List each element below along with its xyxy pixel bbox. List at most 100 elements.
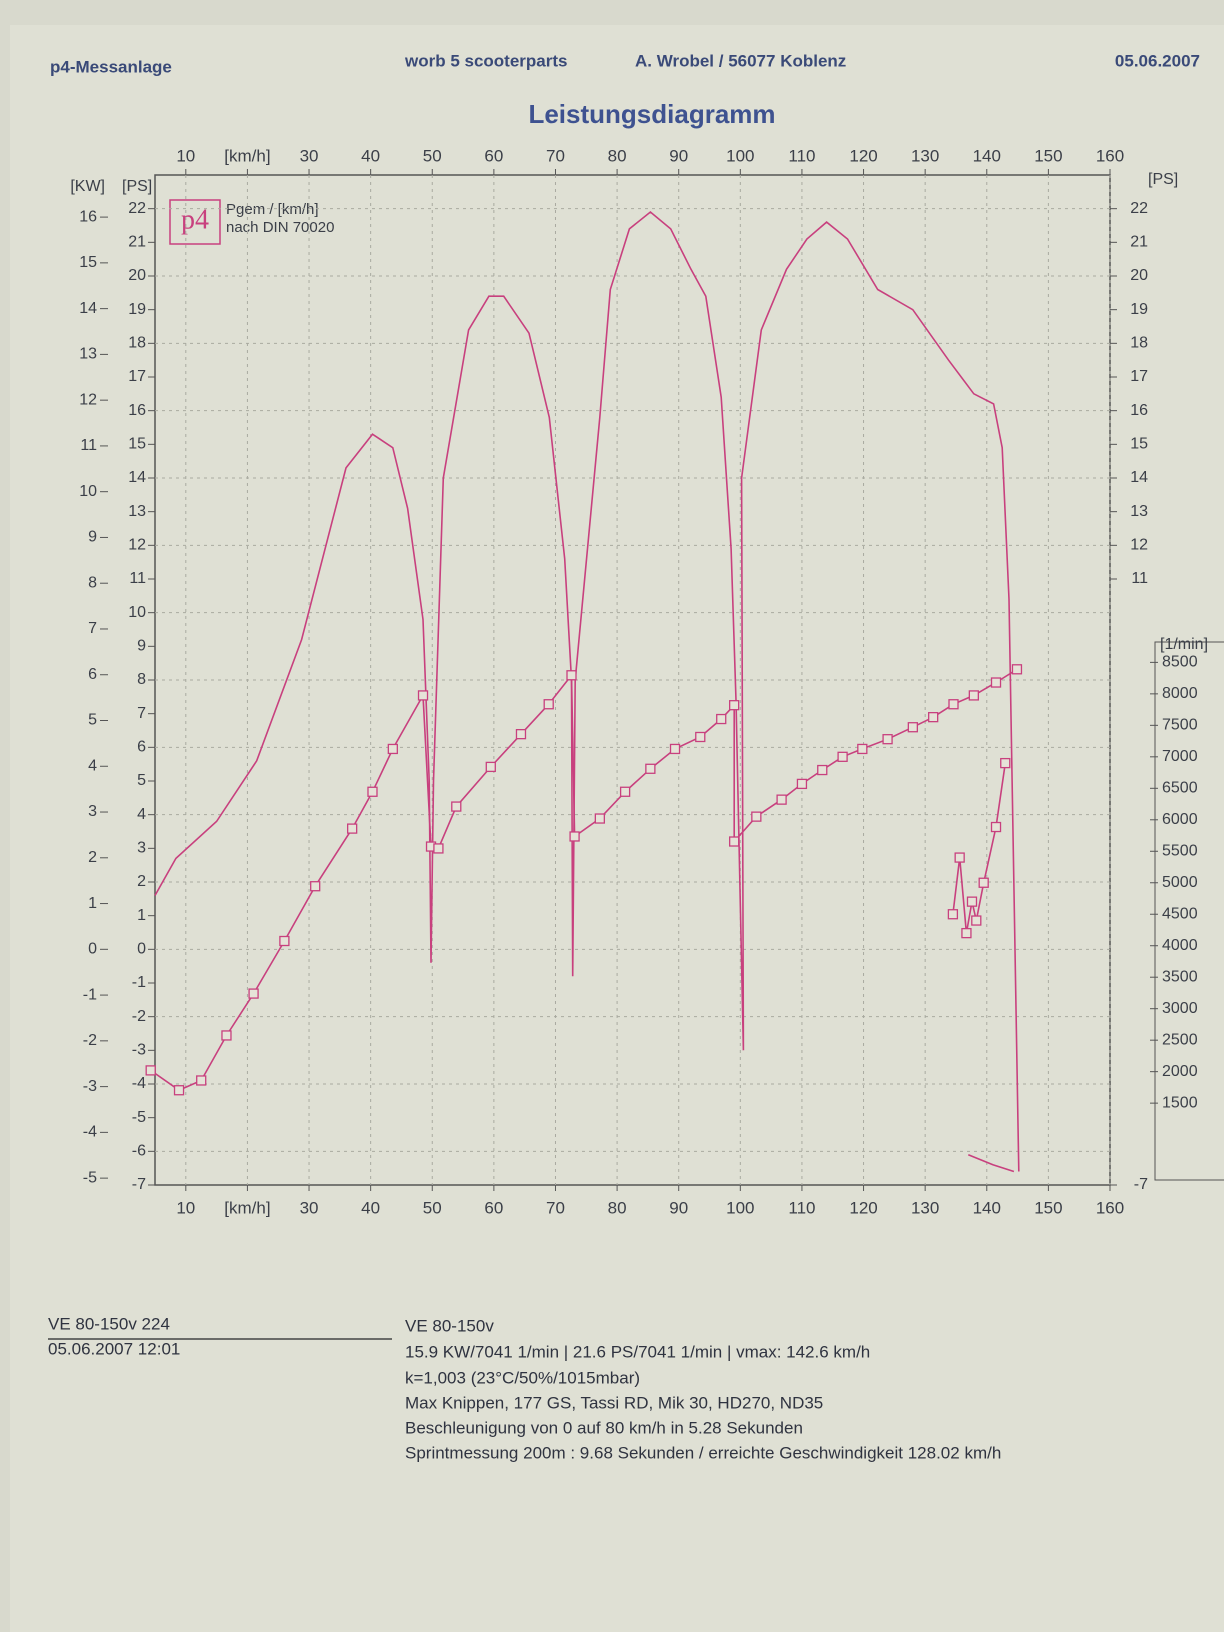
header-left: p4-Messanlage	[50, 57, 172, 76]
rpm-marker	[347, 823, 358, 834]
rpm-marker	[619, 786, 631, 797]
y4-tick-label: 2000	[1162, 1063, 1198, 1080]
y-axis-label: [PS]	[122, 178, 152, 195]
y4-tick-label: 3000	[1162, 1000, 1198, 1017]
y3-tick-label: 16	[1130, 402, 1148, 419]
x-tick-label: 160	[1096, 1198, 1124, 1217]
rpm-marker	[594, 813, 605, 824]
y2-tick-label: 2	[88, 849, 97, 866]
x-tick-label-top: 120	[849, 146, 877, 165]
rpm-marker	[990, 821, 1002, 833]
rpm-marker	[776, 794, 787, 805]
rpm-marker	[716, 713, 727, 725]
x-tick-label: 140	[973, 1198, 1001, 1217]
rpm-marker	[145, 1065, 156, 1076]
y-tick-label: 22	[128, 200, 146, 217]
y-tick-label: 4	[137, 806, 146, 823]
y2-tick-label: 15	[79, 254, 97, 271]
y4-axis-label: [1/min]	[1160, 636, 1208, 653]
y2-tick-label: 11	[80, 437, 97, 454]
footer-left: 05.06.2007 12:01	[48, 1339, 180, 1358]
x-tick-label-top: 130	[911, 146, 939, 165]
y3-tick-label: 15	[1130, 436, 1148, 453]
rpm-marker	[367, 786, 378, 797]
rpm-marker	[310, 881, 321, 892]
y4-tick-label: 6500	[1162, 780, 1198, 797]
header-center: worb 5 scooterparts	[404, 51, 568, 70]
legend-entry: Pgem / [km/h]	[226, 201, 319, 218]
y-tick-label: 13	[128, 503, 146, 520]
y4-tick-label: 8500	[1162, 654, 1198, 671]
y-tick-label: 10	[128, 604, 146, 621]
rpm-marker	[971, 915, 982, 926]
y-tick-label: -6	[132, 1143, 146, 1160]
y2-tick-label: 7	[88, 620, 97, 637]
y2-tick-label: 1	[88, 895, 97, 912]
y-tick-label: 6	[137, 739, 146, 756]
y4-tick-label: 4500	[1162, 905, 1198, 922]
rpm-marker	[990, 677, 1002, 688]
y-tick-label: -1	[132, 974, 146, 991]
y2-tick-label: 12	[79, 391, 97, 408]
x-tick-label-top: 30	[300, 146, 319, 165]
y3-tick-label: 19	[1130, 301, 1148, 318]
y-tick-label: -7	[132, 1176, 146, 1193]
y-tick-label: 3	[137, 840, 146, 857]
x-tick-label-top: 40	[361, 146, 380, 165]
x-tick-label-top: 100	[726, 146, 754, 165]
rpm-marker	[433, 843, 444, 854]
rpm-marker	[669, 743, 681, 755]
y3-tick-label: 20	[1130, 267, 1148, 284]
y-tick-label: 12	[128, 537, 146, 554]
y2-tick-label: 14	[79, 300, 97, 317]
y2-tick-label: -5	[83, 1169, 97, 1186]
x-tick-label: 120	[849, 1198, 877, 1217]
footer-right: Max Knippen, 177 GS, Tassi RD, Mik 30, H…	[405, 1393, 823, 1412]
y2-tick-label: 5	[88, 712, 97, 729]
y-tick-label: 8	[137, 671, 146, 688]
x-tick-label: 130	[911, 1198, 939, 1217]
y-tick-label: 11	[129, 570, 146, 587]
x-tick-label-top: 110	[788, 146, 815, 165]
footer-left: VE 80-150v 224	[48, 1314, 170, 1333]
x-tick-label: [km/h]	[224, 1198, 270, 1217]
y-tick-label: 7	[137, 705, 146, 722]
y-tick-label: 0	[137, 941, 146, 958]
rpm-marker	[196, 1075, 207, 1086]
y2-tick-label: -2	[83, 1032, 97, 1049]
y3-tick-label: -7	[1134, 1176, 1148, 1193]
y2-tick-label: 8	[88, 574, 97, 591]
footer-right: 15.9 KW/7041 1/min | 21.6 PS/7041 1/min …	[405, 1342, 870, 1361]
y4-tick-label: 7500	[1162, 717, 1198, 734]
rpm-marker	[968, 690, 979, 701]
x-tick-label: 150	[1034, 1198, 1062, 1217]
x-tick-label-top: 90	[669, 146, 688, 165]
x-tick-label-top: [km/h]	[224, 146, 270, 165]
rpm-marker	[173, 1085, 185, 1096]
series-line	[154, 210, 1020, 1172]
rpm-marker	[978, 877, 989, 888]
rpm-axis-frame	[1154, 641, 1224, 1181]
y-tick-label: -3	[132, 1042, 146, 1059]
y-tick-label: -5	[132, 1109, 146, 1126]
y-tick-label: 21	[128, 234, 146, 251]
rpm-marker	[954, 852, 965, 863]
y4-tick-label: 8000	[1162, 685, 1198, 702]
rpm-marker	[729, 700, 740, 711]
y3-tick-label: 14	[1130, 469, 1148, 486]
rpm-marker	[961, 927, 972, 939]
series-line	[150, 668, 1018, 1092]
rpm-marker	[907, 722, 918, 733]
rpm-marker	[751, 811, 762, 822]
y2-tick-label: 9	[88, 529, 97, 546]
y4-tick-label: 7000	[1162, 748, 1198, 765]
y-tick-label: 16	[128, 402, 146, 419]
y3-tick-label: 13	[1130, 503, 1148, 520]
y3-tick-label: 12	[1130, 537, 1148, 554]
y-tick-label: 15	[128, 436, 146, 453]
header-date: 05.06.2007	[1115, 51, 1200, 70]
y-tick-label: 18	[128, 335, 146, 352]
y3-tick-label: 22	[1130, 200, 1148, 217]
x-tick-label: 90	[669, 1198, 688, 1217]
y4-tick-label: 4000	[1162, 937, 1198, 954]
